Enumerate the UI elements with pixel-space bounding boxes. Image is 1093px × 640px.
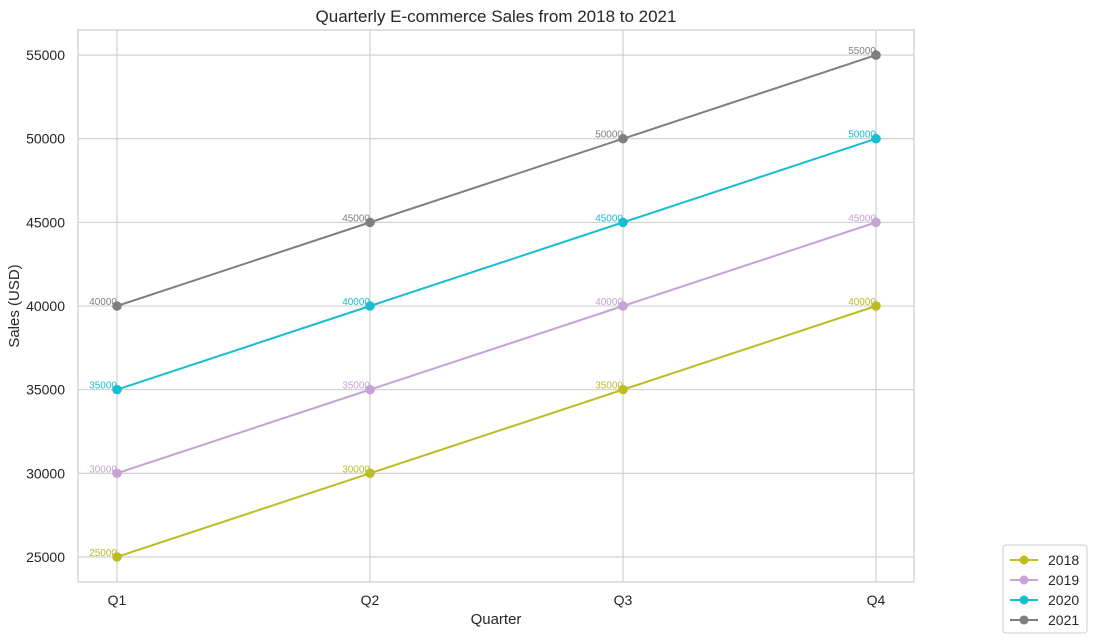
legend-marker [1019,595,1029,605]
legend-label: 2018 [1048,552,1079,568]
series-2019: 30000 35000 40000 45000 [89,213,881,479]
x-tick-label: Q1 [108,592,127,608]
data-point [112,468,122,479]
data-label: 45000 [595,213,623,224]
grid [78,30,914,582]
series-2021: 40000 45000 50000 55000 [89,46,881,311]
y-tick-label: 55000 [26,47,65,63]
data-label: 50000 [848,130,876,141]
data-label: 40000 [89,297,117,308]
legend-item-2018: 2018 [1010,552,1079,568]
x-tick-label: Q2 [361,592,380,608]
y-tick-label: 30000 [26,465,65,481]
series-2020: 35000 40000 45000 50000 [89,130,881,395]
x-axis-title: Quarter [471,611,522,628]
data-label: 45000 [848,213,876,224]
series-line-2021 [116,54,877,307]
y-tick-label: 25000 [26,549,65,565]
y-tick-label: 40000 [26,298,65,314]
legend-item-2019: 2019 [1010,572,1079,588]
legend-marker [1019,555,1029,565]
legend-label: 2020 [1048,592,1079,608]
data-label: 40000 [342,297,370,308]
x-tick-label: Q3 [614,592,633,608]
legend-box [1002,544,1088,634]
data-point [871,301,881,311]
legend-item-2021: 2021 [1010,612,1079,628]
data-point [365,217,375,228]
chart-title: Quarterly E-commerce Sales from 2018 to … [316,7,677,26]
series-line-2020 [116,137,877,391]
data-point [365,301,375,311]
data-label: 50000 [595,130,623,141]
series-group: 25000 30000 35000 40000 30000 35000 40000 45000… [89,46,881,562]
data-point [871,50,881,60]
data-point [871,217,881,228]
legend-item-2020: 2020 [1010,592,1079,608]
y-tick-label: 45000 [26,214,65,230]
data-label: 30000 [342,464,370,475]
series-line-2018 [116,305,877,558]
y-tick-label: 50000 [26,131,65,147]
data-point [112,384,122,395]
data-label: 30000 [89,464,117,475]
data-point [365,468,375,479]
data-label: 40000 [595,297,623,308]
legend-label: 2019 [1048,572,1079,588]
data-point [618,384,628,395]
x-tick-labels: Q1 Q2 Q3 Q4 [108,592,886,608]
data-label: 35000 [342,381,370,392]
y-axis-title: Sales (USD) [6,264,23,347]
data-label: 55000 [848,46,876,57]
data-point [365,384,375,395]
data-point [618,133,628,144]
y-tick-labels: 25000 30000 35000 40000 45000 50000 55000 [26,47,65,565]
data-label: 35000 [595,381,623,392]
legend-label: 2021 [1048,612,1079,628]
series-2018: 25000 30000 35000 40000 [89,297,881,562]
series-line-2019 [116,221,877,475]
data-point [112,552,122,562]
data-point [112,301,122,311]
x-tick-label: Q4 [867,592,886,608]
data-label: 40000 [848,297,876,308]
legend: 2018 2019 2020 2021 [1002,544,1088,634]
legend-marker [1019,615,1029,625]
data-label: 45000 [342,213,370,224]
data-label: 35000 [89,381,117,392]
data-point [871,133,881,144]
plot-frame [77,29,915,583]
data-point [618,217,628,228]
data-point [618,301,628,311]
y-tick-label: 35000 [26,382,65,398]
data-label: 25000 [89,548,117,559]
legend-marker [1019,575,1029,585]
